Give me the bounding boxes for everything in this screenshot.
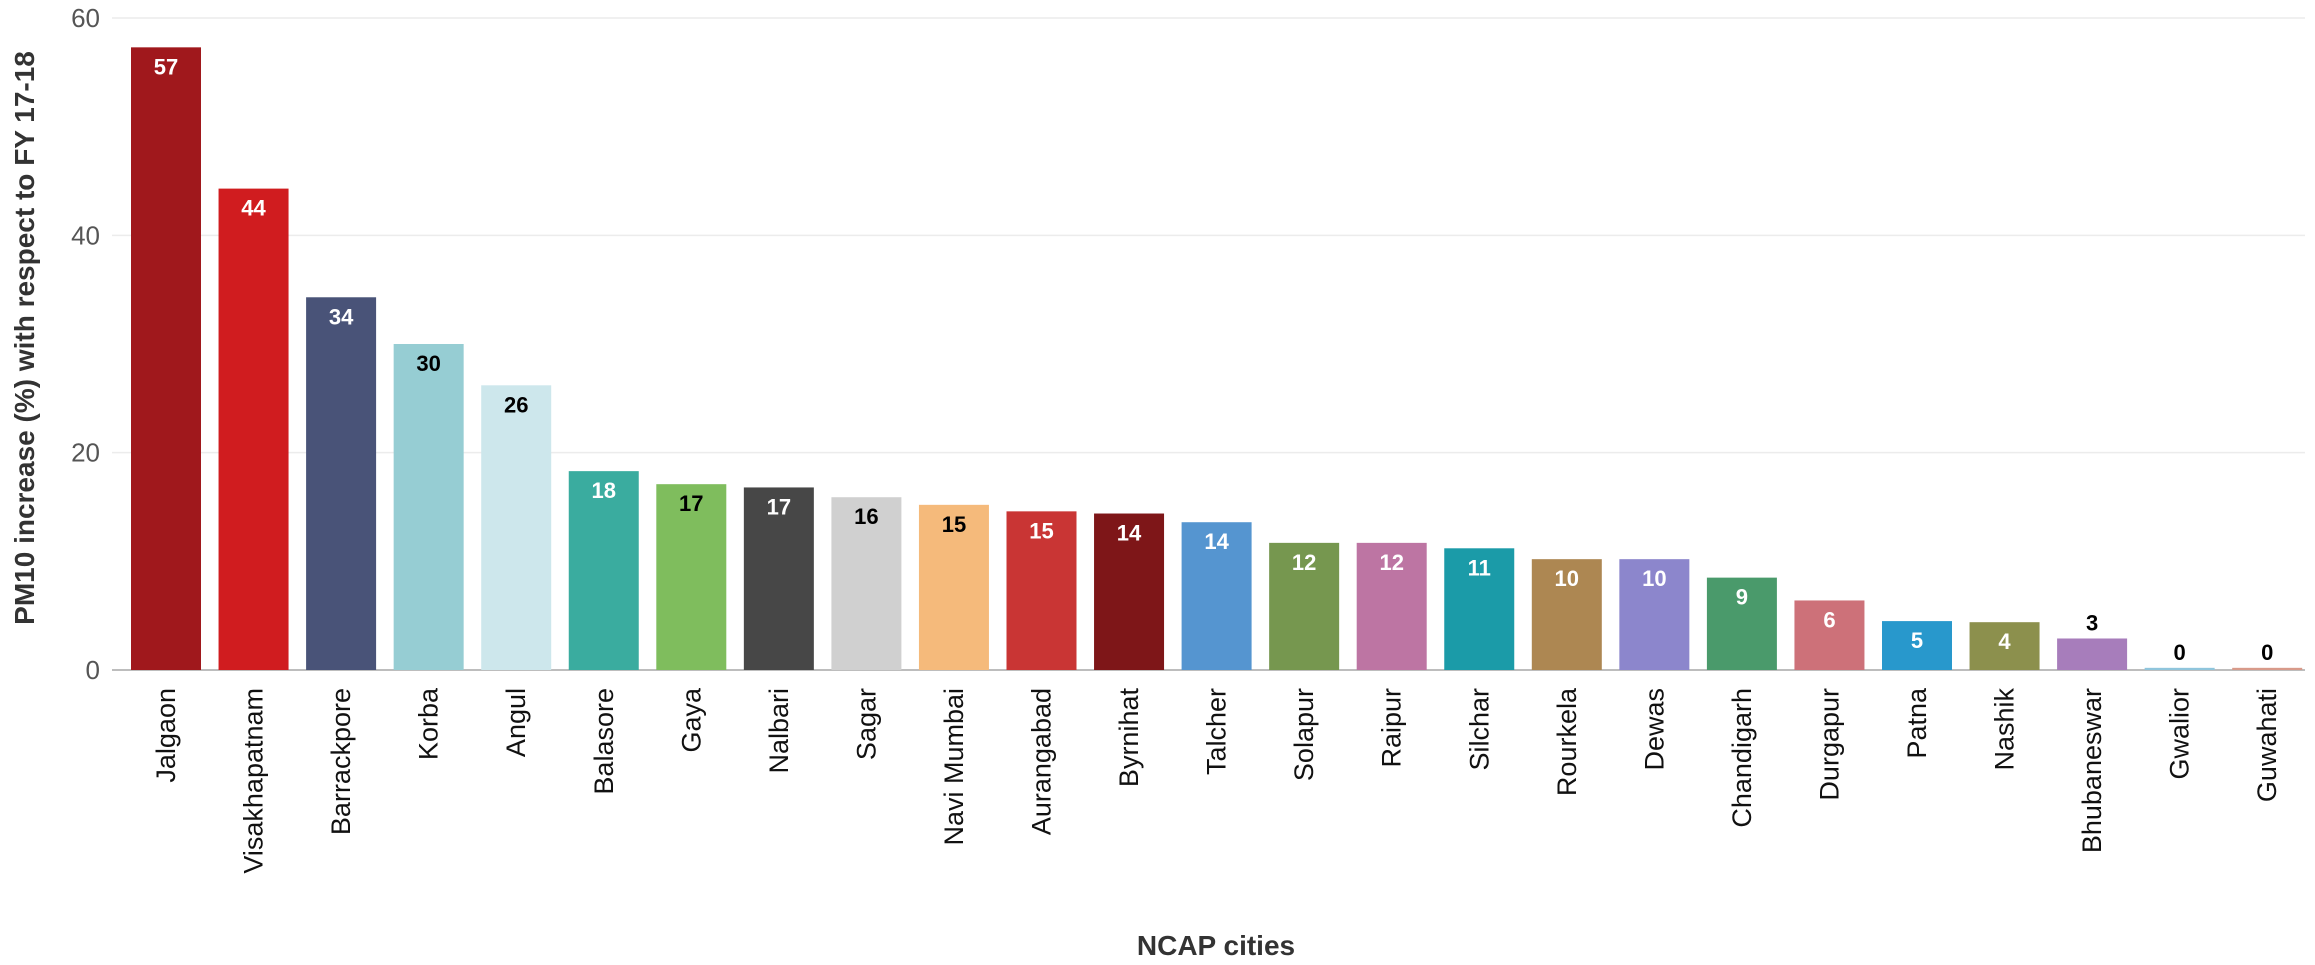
x-tick-label: Gwalior xyxy=(2165,688,2195,780)
data-label: 17 xyxy=(679,491,703,516)
y-axis: 0 20 40 60 xyxy=(71,3,100,685)
data-label: 18 xyxy=(592,478,616,503)
data-label: 14 xyxy=(1117,521,1142,546)
bar xyxy=(1882,621,1952,670)
x-tick-label: Navi Mumbai xyxy=(939,688,969,846)
data-label: 30 xyxy=(416,351,440,376)
x-axis: Jalgaon Visakhapatnam Barrackpore Korba Angu… xyxy=(151,687,2282,874)
x-tick-label: Silchar xyxy=(1464,688,1494,771)
data-label: 44 xyxy=(241,196,266,221)
bar xyxy=(1356,542,1427,670)
bar xyxy=(1619,559,1690,670)
bar xyxy=(1181,522,1252,670)
bar xyxy=(2144,667,2215,670)
data-label: 6 xyxy=(1823,607,1835,632)
data-label: 0 xyxy=(2261,640,2273,665)
data-label: 11 xyxy=(1468,555,1491,580)
x-tick-label: Rourkela xyxy=(1552,687,1582,796)
data-label: 14 xyxy=(1204,529,1229,554)
data-label: 3 xyxy=(2086,610,2098,635)
x-axis-title: NCAP cities xyxy=(1137,930,1295,961)
x-tick-label: Solapur xyxy=(1289,688,1319,781)
bar xyxy=(1969,622,2040,670)
bar xyxy=(218,188,289,670)
bar xyxy=(131,47,201,670)
x-tick-label: Bhubaneswar xyxy=(2077,688,2107,853)
x-tick-label: Aurangabad xyxy=(1027,688,1057,835)
x-tick-label: Visakhapatnam xyxy=(239,688,269,874)
data-label: 57 xyxy=(154,54,178,79)
x-tick-label: Jalgaon xyxy=(151,688,181,783)
x-tick-label: Chandigarh xyxy=(1727,688,1757,828)
x-tick-label: Nashik xyxy=(1990,688,2020,771)
bar xyxy=(481,385,552,670)
data-label: 34 xyxy=(329,304,354,329)
data-label: 15 xyxy=(942,512,966,537)
x-tick-label: Dewas xyxy=(1639,688,1669,771)
bar xyxy=(2057,638,2128,670)
bar xyxy=(656,484,727,670)
data-label: 17 xyxy=(767,494,791,519)
bar xyxy=(743,487,814,670)
bar xyxy=(1006,511,1077,670)
x-tick-label: Gaya xyxy=(676,687,706,753)
bar xyxy=(1444,548,1515,670)
data-label: 4 xyxy=(1998,629,2011,654)
bar xyxy=(393,344,464,670)
x-tick-label: Sagar xyxy=(851,688,881,760)
bar xyxy=(306,297,377,670)
data-label: 12 xyxy=(1379,550,1403,575)
bar xyxy=(918,504,989,670)
x-tick-label: Angul xyxy=(501,688,531,757)
y-axis-title: PM10 increase (%) with respect to FY 17-… xyxy=(9,51,40,625)
bar xyxy=(1094,513,1165,670)
x-tick-label: Nalbari xyxy=(764,688,794,774)
data-label: 12 xyxy=(1292,550,1316,575)
x-tick-label: Korba xyxy=(414,687,444,760)
x-tick-label: Balasore xyxy=(589,688,619,795)
data-label: 16 xyxy=(854,504,878,529)
y-tick-label: 0 xyxy=(86,655,100,685)
x-tick-label: Talcher xyxy=(1202,688,1232,775)
bar xyxy=(1269,542,1340,670)
bar xyxy=(1531,559,1602,670)
y-tick-label: 40 xyxy=(71,220,100,250)
data-label: 10 xyxy=(1555,566,1579,591)
y-tick-label: 60 xyxy=(71,3,100,33)
x-tick-label: Barrackpore xyxy=(326,688,356,835)
x-tick-label: Byrnihat xyxy=(1114,688,1144,788)
bar xyxy=(568,471,639,670)
x-tick-label: Patna xyxy=(1902,687,1932,759)
data-label: 0 xyxy=(2174,640,2186,665)
bar xyxy=(831,497,902,670)
data-label: 10 xyxy=(1642,566,1666,591)
data-label: 15 xyxy=(1029,518,1053,543)
data-label: 9 xyxy=(1736,585,1748,610)
x-tick-label: Raipur xyxy=(1377,688,1407,768)
data-label: 26 xyxy=(504,392,528,417)
y-tick-label: 20 xyxy=(71,438,100,468)
bar xyxy=(2232,667,2303,670)
bar xyxy=(1794,600,1865,670)
data-label: 5 xyxy=(1911,628,1923,653)
x-tick-label: Durgapur xyxy=(1814,688,1844,801)
x-tick-label: Guwahati xyxy=(2252,688,2282,802)
bar xyxy=(1706,577,1777,670)
